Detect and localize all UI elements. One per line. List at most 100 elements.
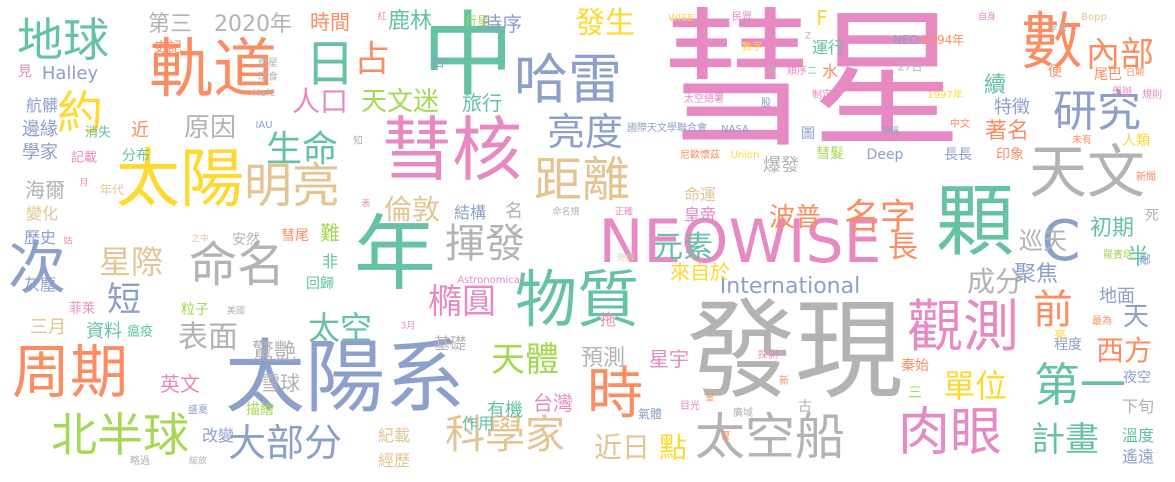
word-itself: 自身 (977, 12, 997, 23)
word-name: 名字 (843, 197, 917, 238)
word-snowball: 雪球 (260, 371, 300, 395)
word-degree: 程度 (1054, 337, 1082, 353)
word-new: 新 (779, 376, 789, 387)
word-bopp: Bopp (1081, 12, 1107, 23)
word-death: 死 (1145, 208, 1159, 224)
word-space: 太空 (307, 309, 373, 347)
word-philae: 菲萊 (68, 301, 96, 317)
word-aunt: 姑 (63, 236, 73, 247)
word-summer: 夏 (721, 431, 731, 442)
word-edge: 邊緣 (22, 119, 58, 140)
word-change: 改變 (201, 426, 235, 445)
word-most: 最為 (1092, 316, 1112, 327)
word-scholar: 學家 (22, 142, 58, 163)
word-late-month: 下旬 (1121, 397, 1155, 416)
word-matter: 物質 (514, 263, 640, 336)
word-lulin: 鹿林 (387, 9, 433, 34)
word-long: 長 (888, 230, 918, 265)
word-unit: 單位 (942, 367, 1008, 405)
word-solar-system: 太陽系 (225, 331, 465, 424)
word-emperor: 皇帝 (683, 205, 717, 224)
word-about: 約 (57, 86, 103, 140)
word-neighbor: 鄰 (1138, 253, 1152, 267)
word-date: 日期 (1125, 68, 1145, 79)
word-element: 元素 (653, 230, 713, 265)
word-feature: 特徵 (994, 97, 1030, 118)
word-from: 來自於 (670, 260, 730, 284)
word-history: 歷史 (23, 228, 57, 247)
word-basis: 基礎 (433, 334, 467, 353)
word-iau: IAU (255, 120, 273, 131)
word-march-num: 3月 (400, 321, 416, 332)
word-order: 順序 (787, 66, 807, 77)
word-early: 初期 (1089, 216, 1135, 241)
word-occupy: 占 (353, 39, 391, 80)
word-xingyu: 星宇 (649, 347, 689, 371)
word-night-sky: 夜空 (1123, 370, 1151, 386)
word-usa: 美國 (226, 306, 246, 317)
word-distant: 遙遠 (1121, 447, 1155, 466)
word-life: 生命 (265, 129, 339, 170)
word-research: 研究 (1053, 86, 1141, 137)
word-liang: 亮 (1053, 328, 1067, 342)
word-red: 紅 (377, 12, 387, 23)
word-iau-zh: 國際天文學聯合會 (627, 123, 707, 134)
word-plague: 瘟疫 (126, 324, 154, 340)
word-discovery: 發現 (686, 289, 904, 414)
word-z: Z (804, 31, 812, 42)
word-earth: 地球 (17, 13, 109, 67)
word-bright: 明亮 (243, 158, 341, 214)
word-population: 人口 (291, 85, 349, 118)
word-time: 時間 (310, 10, 350, 34)
word-c: C (1041, 209, 1081, 274)
word-famous: 著名 (984, 119, 1030, 144)
word-london: 倫敦 (383, 193, 441, 226)
word-1997: 1997年 (927, 90, 963, 101)
word-27th: 27日 (897, 60, 923, 74)
word-four: 四 (431, 56, 445, 70)
word-reason: 原因 (183, 113, 237, 143)
word-deep: Deep (866, 147, 904, 163)
word-wise: WISE (668, 13, 694, 24)
word-humanity: 人類 (1122, 133, 1150, 149)
word-ultraviolet: 外線 (616, 253, 636, 264)
word-records: 記載 (70, 150, 98, 166)
word-particle: 粒子 (181, 302, 209, 318)
word-spacecraft: 太空船 (695, 408, 845, 466)
word-comet-tail: 彗尾 (281, 228, 309, 244)
word-return: 回歸 (306, 276, 334, 292)
word-comet: 彗星 (661, 0, 963, 169)
word-hale: 海爾 (25, 178, 65, 202)
word-news: 新聞 (1136, 172, 1156, 183)
word-chinese: 中文 (950, 119, 970, 130)
word-skip: 略過 (130, 456, 150, 467)
word-survey: 巡天 (1019, 227, 1067, 255)
word-surface: 表面 (178, 320, 238, 355)
word-figure: 圖 (801, 126, 815, 142)
word-dirty: 航髒 (25, 96, 59, 115)
word-public: 民眾 (732, 12, 752, 23)
word-effect: 作用 (461, 414, 495, 433)
word-depict: 描繪 (246, 402, 274, 418)
word-eclipse: 環食 (258, 72, 278, 83)
word-sun: 太陽 (116, 143, 244, 217)
word-organic: 有機 (487, 400, 523, 421)
word-ming: 名 (505, 201, 523, 222)
word-near: 近 (131, 120, 149, 141)
word-astronomical: Astronomical (457, 275, 523, 286)
word-structure: 結構 (453, 203, 487, 222)
word-correct: 正確 (614, 207, 634, 218)
word-number: 數 (1020, 5, 1084, 78)
word-rule: 規則 (1142, 90, 1162, 101)
word-gas: 氣體 (637, 407, 663, 421)
word-scientist: 科學家 (445, 412, 565, 458)
word-stunning: 驚艷 (251, 340, 297, 365)
word-see: 見 (18, 64, 32, 80)
word-component: 成分 (966, 265, 1024, 298)
word-neowise: NEOWISE (598, 207, 882, 277)
word-experience: 經歷 (377, 451, 411, 470)
word-formulate: 制定 (812, 90, 832, 101)
word-perihelion: 近日 (593, 431, 651, 464)
word-midsummer: 盛夏 (188, 405, 208, 416)
